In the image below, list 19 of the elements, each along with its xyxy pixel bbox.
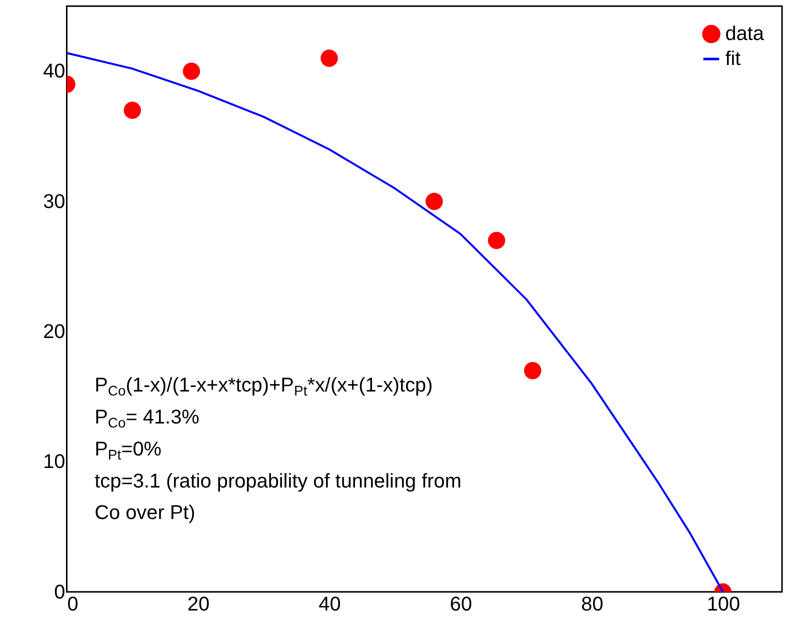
x-tick-label: 60	[450, 593, 472, 616]
x-tick-label: 20	[187, 593, 210, 616]
y-tick-label: 30	[43, 190, 66, 213]
point	[320, 50, 338, 67]
point	[426, 192, 443, 210]
annotation: tcp=3.1 (ratio propability of tunneling from	[94, 470, 462, 492]
point	[182, 62, 200, 80]
x-tick-label: 80	[581, 593, 604, 616]
y-tick-label: 20	[43, 321, 66, 344]
annotation: Co over Pt)	[94, 502, 196, 524]
x-tick-label: 100	[706, 593, 740, 616]
point	[524, 362, 542, 380]
y-tick-label: 40	[43, 60, 66, 83]
x-tick-label: 40	[318, 593, 341, 616]
point	[488, 232, 506, 250]
legend-label: fit	[725, 48, 742, 70]
y-tick-label: 10	[43, 451, 66, 474]
point	[124, 102, 141, 119]
legend-label: data	[725, 23, 765, 46]
